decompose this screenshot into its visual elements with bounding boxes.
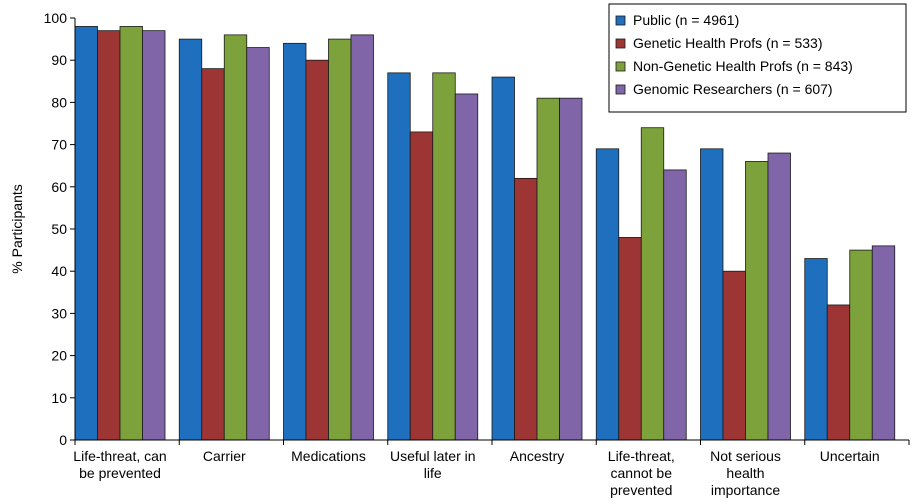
y-tick-label: 80	[51, 94, 67, 110]
legend-swatch	[615, 61, 626, 72]
bar	[246, 47, 270, 441]
x-tick-label: cannot be	[611, 465, 673, 481]
legend: Public (n = 4961) Genetic Health Profs (n…	[608, 3, 907, 113]
bar	[119, 26, 143, 441]
bar	[97, 30, 121, 441]
x-tick-label: life	[424, 465, 442, 481]
x-tick-label: Medications	[291, 448, 366, 464]
bar	[328, 38, 352, 441]
x-tick-label: prevented	[610, 482, 672, 498]
bar	[849, 249, 873, 441]
bar	[536, 97, 560, 441]
bar	[432, 72, 456, 441]
legend-label: Public (n = 4961)	[633, 12, 739, 28]
bar	[305, 59, 329, 441]
bar	[804, 258, 828, 441]
legend-label: Genomic Researchers (n = 607)	[633, 81, 833, 97]
x-tick-label: Life-threat, can	[73, 448, 166, 464]
bar	[409, 131, 434, 441]
legend-label: Genetic Health Profs (n = 533)	[633, 35, 823, 51]
x-tick-label: Not serious	[710, 448, 781, 464]
bar	[283, 42, 307, 441]
y-tick-label: 70	[51, 137, 67, 153]
y-tick-label: 40	[51, 263, 67, 279]
bar	[201, 68, 225, 441]
legend-swatch	[615, 15, 626, 26]
x-tick-label: Ancestry	[510, 448, 564, 464]
x-tick-label: importance	[711, 482, 780, 498]
y-tick-label: 90	[51, 52, 67, 68]
legend-swatch	[615, 84, 626, 95]
bar	[454, 93, 479, 441]
bar	[826, 304, 851, 441]
legend-box	[608, 3, 907, 113]
bar	[663, 169, 687, 441]
x-tick-label: Uncertain	[820, 448, 880, 464]
y-tick-label: 60	[51, 179, 67, 195]
bar	[618, 237, 642, 441]
x-tick-label: Carrier	[203, 448, 246, 464]
bar	[491, 76, 515, 441]
legend-label: Non-Genetic Health Profs (n = 843)	[633, 58, 853, 74]
bar	[595, 148, 620, 441]
y-tick-label: 0	[59, 432, 67, 448]
legend-swatch	[615, 38, 626, 49]
bar	[559, 97, 583, 441]
y-tick-label: 30	[51, 305, 67, 321]
x-tick-label: Useful later in	[390, 448, 476, 464]
bar	[767, 152, 791, 441]
x-tick-label: health	[726, 465, 764, 481]
bar	[178, 38, 203, 441]
bar	[745, 161, 769, 441]
x-tick-label: be prevented	[79, 465, 161, 481]
bar	[223, 34, 248, 441]
y-tick-label: 10	[51, 390, 67, 406]
bar	[640, 127, 665, 441]
bar	[74, 26, 98, 441]
y-tick-label: 20	[51, 348, 67, 364]
x-tick-label: Life-threat,	[608, 448, 675, 464]
bar	[722, 270, 746, 441]
bar	[514, 177, 538, 441]
y-tick-label: 50	[51, 221, 67, 237]
bar	[350, 34, 374, 441]
bar	[871, 245, 896, 441]
y-axis-label: % Participants	[9, 184, 25, 273]
y-tick-label: 100	[44, 10, 68, 26]
bar	[387, 72, 411, 441]
bar	[142, 30, 166, 441]
bar	[700, 148, 724, 441]
